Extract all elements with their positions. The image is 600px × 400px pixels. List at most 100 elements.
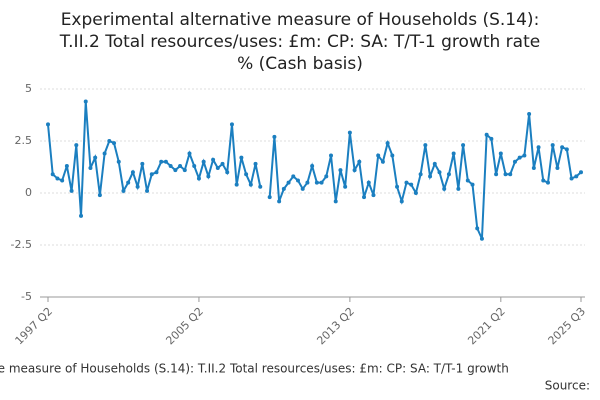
point	[300, 186, 305, 191]
y-tick-label: -5	[21, 290, 32, 303]
point	[196, 176, 201, 181]
point	[135, 184, 140, 189]
point	[437, 170, 442, 175]
point	[305, 180, 310, 185]
point	[508, 172, 513, 177]
point	[494, 172, 499, 177]
point	[456, 186, 461, 191]
point	[50, 172, 55, 177]
point	[69, 188, 74, 193]
y-tick-label: 2.5	[15, 134, 33, 147]
point	[220, 161, 225, 166]
point	[418, 172, 423, 177]
point	[145, 188, 150, 193]
point	[512, 159, 517, 164]
point	[239, 155, 244, 160]
point	[423, 143, 428, 148]
point	[46, 122, 50, 127]
x-tick-label: 2021 Q2	[465, 305, 508, 348]
point	[352, 168, 357, 173]
x-tick-label: 2025 Q3	[546, 305, 589, 348]
point	[88, 166, 93, 171]
point	[409, 182, 414, 187]
point	[343, 184, 348, 189]
point	[517, 155, 522, 160]
point	[55, 176, 60, 181]
point	[333, 199, 338, 204]
point	[201, 159, 206, 164]
point	[413, 191, 418, 195]
point	[314, 180, 319, 185]
point	[319, 180, 324, 185]
point	[310, 163, 315, 168]
point	[541, 178, 546, 183]
title-line: % (Cash basis)	[237, 54, 363, 74]
point	[404, 180, 409, 185]
point	[470, 182, 475, 187]
point	[484, 132, 489, 137]
point	[560, 145, 565, 150]
point	[536, 145, 541, 150]
point	[451, 151, 456, 156]
point	[338, 168, 343, 173]
point	[112, 141, 117, 146]
y-tick-label: -2.5	[11, 238, 32, 251]
point	[178, 163, 183, 168]
point	[286, 180, 291, 185]
point	[107, 139, 112, 143]
point	[267, 195, 272, 200]
point	[371, 193, 376, 198]
point	[446, 172, 451, 177]
point	[277, 199, 282, 204]
point	[432, 161, 437, 166]
point	[522, 153, 527, 158]
point	[173, 168, 178, 173]
point	[442, 186, 447, 191]
title-line: Experimental alternative measure of Hous…	[61, 10, 540, 30]
point	[503, 172, 508, 177]
point	[380, 159, 385, 164]
point	[545, 180, 550, 185]
point	[225, 170, 230, 175]
point	[385, 141, 390, 146]
point	[390, 153, 395, 158]
point	[159, 159, 164, 164]
point	[366, 180, 371, 185]
point	[465, 178, 470, 183]
x-tick-label: 1997 Q2	[13, 305, 56, 348]
point	[211, 157, 216, 162]
point	[258, 184, 263, 189]
point	[215, 166, 220, 171]
point	[475, 226, 480, 231]
point	[564, 147, 569, 152]
point	[140, 161, 145, 166]
point	[479, 236, 484, 241]
point	[234, 182, 239, 187]
point	[399, 199, 404, 204]
footer: ative measure of Households (S.14): T.II…	[0, 362, 509, 376]
point	[244, 172, 249, 177]
point	[498, 151, 503, 156]
point	[60, 178, 65, 183]
point	[291, 174, 296, 179]
point	[376, 153, 381, 158]
point	[569, 176, 574, 181]
point	[531, 166, 536, 171]
point	[461, 143, 466, 148]
point	[187, 151, 192, 156]
point	[395, 184, 400, 189]
point	[192, 163, 197, 168]
point	[79, 213, 84, 218]
point	[295, 178, 300, 183]
point	[428, 174, 433, 179]
point	[248, 182, 253, 187]
point	[97, 193, 102, 198]
x-tick-label: 2005 Q2	[163, 305, 206, 348]
point	[229, 122, 234, 127]
point	[149, 172, 154, 177]
y-tick-label: 0	[25, 186, 32, 199]
point	[168, 163, 173, 168]
point	[121, 188, 126, 193]
point	[574, 174, 579, 179]
